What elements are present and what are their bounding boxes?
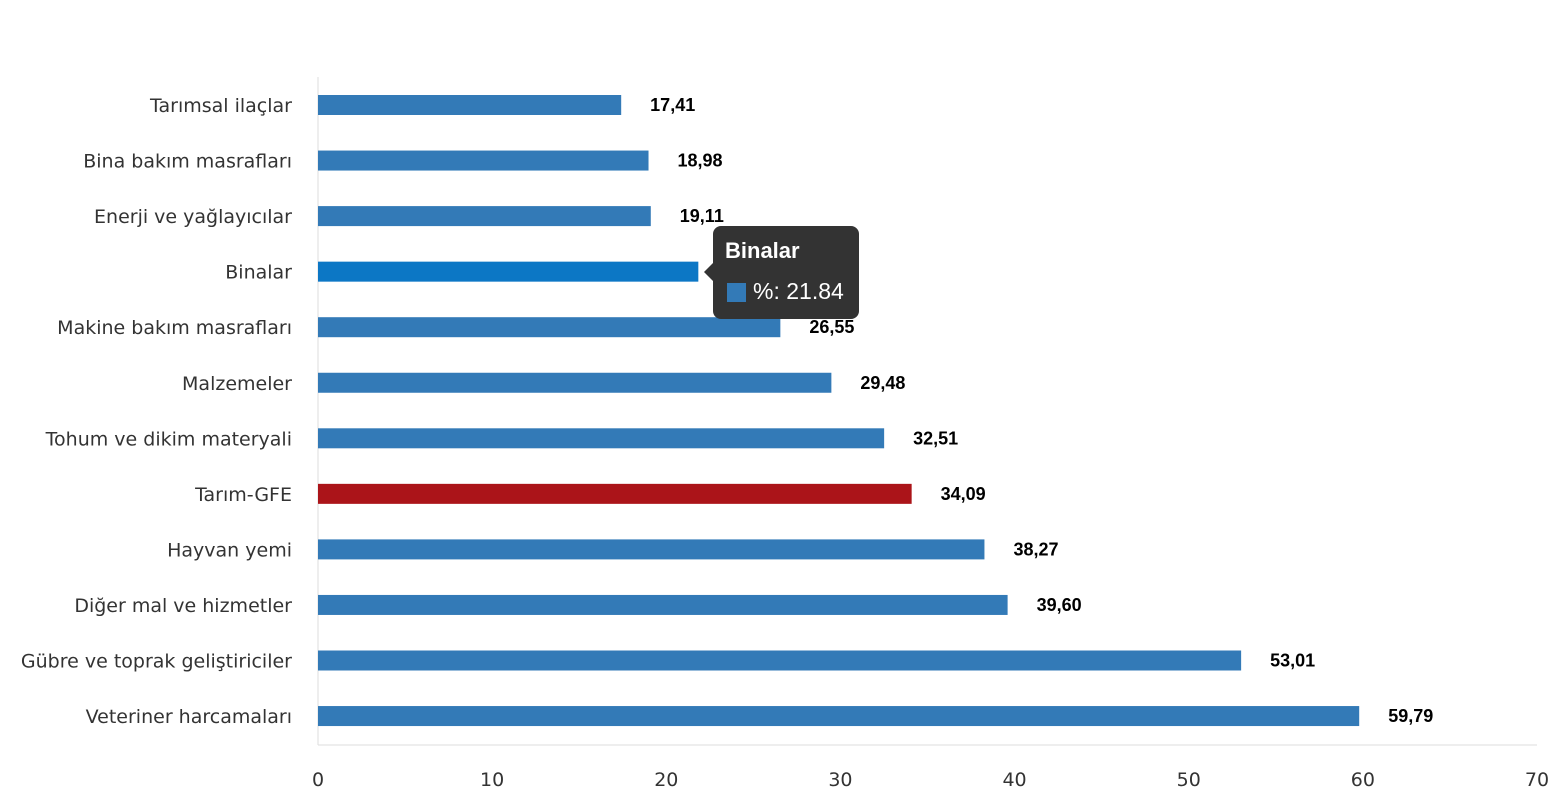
- bar[interactable]: [318, 150, 649, 171]
- value-label: 39,60: [1037, 595, 1082, 615]
- category-label: Hayvan yemi: [167, 539, 292, 561]
- category-label: Bina bakım masrafları: [83, 151, 292, 173]
- bar[interactable]: [318, 483, 912, 504]
- category-label: Tarımsal ilaçlar: [149, 95, 292, 117]
- bar[interactable]: [318, 206, 651, 227]
- bar[interactable]: [318, 317, 781, 338]
- category-label: Diğer mal ve hizmetler: [74, 595, 292, 617]
- value-label: 29,48: [860, 373, 905, 393]
- tooltip-title: Binalar: [725, 238, 800, 263]
- x-tick-label: 50: [1177, 769, 1201, 791]
- value-label: 53,01: [1270, 651, 1315, 671]
- value-label: 34,09: [941, 484, 986, 504]
- category-label: Tarım-GFE: [194, 484, 292, 506]
- value-label: 18,98: [678, 151, 723, 171]
- x-tick-label: 40: [1002, 769, 1026, 791]
- value-label: 32,51: [913, 428, 958, 448]
- bar[interactable]: [318, 372, 832, 393]
- category-label: Makine bakım masrafları: [57, 317, 292, 339]
- category-label: Malzemeler: [182, 373, 292, 395]
- value-label: 26,55: [809, 317, 854, 337]
- x-tick-label: 60: [1351, 769, 1375, 791]
- x-tick-label: 10: [480, 769, 504, 791]
- x-tick-label: 0: [312, 769, 324, 791]
- bar[interactable]: [318, 594, 1008, 615]
- category-label: Binalar: [225, 262, 292, 284]
- category-label: Gübre ve toprak geliştiriciler: [21, 651, 292, 673]
- bar[interactable]: [318, 428, 885, 449]
- tooltip-swatch: [727, 283, 746, 302]
- tooltip: Binalar %: 21.84: [704, 226, 859, 319]
- value-label: 59,79: [1388, 706, 1433, 726]
- bar[interactable]: [318, 261, 699, 282]
- bar[interactable]: [318, 650, 1242, 671]
- value-label: 19,11: [680, 206, 724, 226]
- category-label: Veteriner harcamaları: [86, 706, 292, 728]
- bar[interactable]: [318, 539, 985, 560]
- x-tick-label: 30: [828, 769, 852, 791]
- x-tick-label: 20: [654, 769, 678, 791]
- tooltip-value: %: 21.84: [753, 278, 844, 304]
- category-label: Enerji ve yağlayıcılar: [94, 206, 292, 228]
- category-label: Tohum ve dikim materyali: [45, 428, 292, 450]
- bar[interactable]: [318, 95, 622, 115]
- x-tick-label: 70: [1525, 769, 1549, 791]
- bar[interactable]: [318, 706, 1360, 727]
- value-label: 17,41: [650, 95, 695, 115]
- value-label: 38,27: [1013, 539, 1058, 559]
